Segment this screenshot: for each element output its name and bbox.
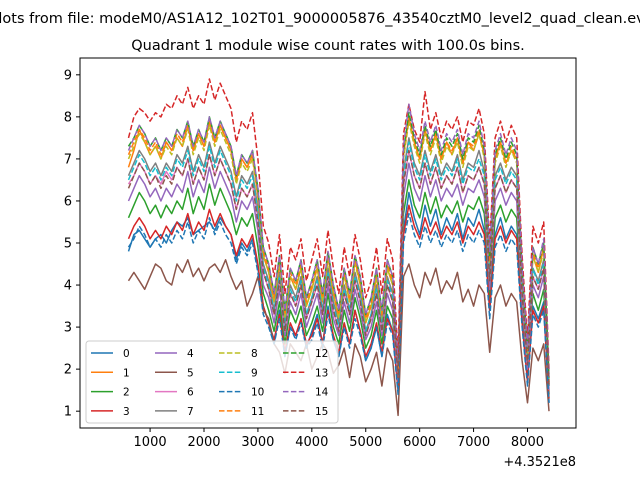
figure-suptitle: Plots from file: modeM0/AS1A12_102T01_90…: [0, 11, 640, 27]
x-tick-label: 7000: [457, 435, 490, 450]
legend-label-6: 6: [187, 387, 194, 399]
y-tick-label: 5: [64, 237, 72, 252]
legend-label-2: 2: [123, 387, 130, 399]
legend-label-10: 10: [251, 387, 264, 399]
legend-label-7: 7: [187, 406, 194, 418]
series-line-11: [127, 116, 550, 378]
x-tick-label: 5000: [349, 435, 382, 450]
series-line-8: [127, 120, 550, 382]
y-tick-label: 3: [64, 321, 72, 336]
y-tick-label: 9: [64, 68, 72, 83]
y-tick-label: 8: [64, 110, 72, 125]
x-tick-label: 4000: [295, 435, 328, 450]
legend-label-1: 1: [123, 367, 130, 379]
series-line-14: [127, 103, 550, 378]
legend-label-5: 5: [187, 367, 194, 379]
x-axis-offset-label: +4.3521e8: [503, 455, 576, 470]
y-tick-label: 7: [64, 152, 72, 167]
y-tick-label: 6: [64, 194, 72, 209]
x-tick-label: 3000: [241, 435, 274, 450]
y-tick-label: 2: [64, 363, 72, 378]
series-line-13: [127, 78, 550, 370]
x-tick-label: 8000: [511, 435, 544, 450]
y-tick-label: 1: [64, 405, 72, 420]
x-axis: 1000 2000 3000 4000 5000 6000 7000 8000: [134, 428, 544, 450]
legend-label-8: 8: [251, 348, 258, 360]
series-line-2: [127, 179, 550, 395]
chart-title: Quadrant 1 module wise count rates with …: [131, 38, 525, 54]
series-line-3: [127, 204, 550, 399]
x-tick-label: 6000: [403, 435, 436, 450]
series-line-10: [127, 212, 550, 403]
y-tick-label: 4: [64, 279, 72, 294]
y-axis: 1 2 3 4 5 6 7 8 9: [64, 68, 80, 420]
x-tick-label: 1000: [134, 435, 167, 450]
legend-label-3: 3: [123, 406, 130, 418]
series-line-15: [127, 149, 550, 387]
legend-label-14: 14: [315, 387, 329, 399]
x-tick-label: 2000: [187, 435, 220, 450]
legend-label-15: 15: [315, 406, 328, 418]
legend-label-13: 13: [315, 367, 328, 379]
legend-label-4: 4: [187, 348, 194, 360]
legend-box: [85, 340, 339, 424]
series-line-4: [127, 162, 550, 391]
series-line-5: [127, 259, 550, 417]
plot-series-layer: [127, 78, 550, 417]
legend-label-11: 11: [251, 406, 264, 418]
legend-label-0: 0: [123, 348, 130, 360]
legend-label-9: 9: [251, 367, 258, 379]
legend-label-12: 12: [315, 348, 328, 360]
